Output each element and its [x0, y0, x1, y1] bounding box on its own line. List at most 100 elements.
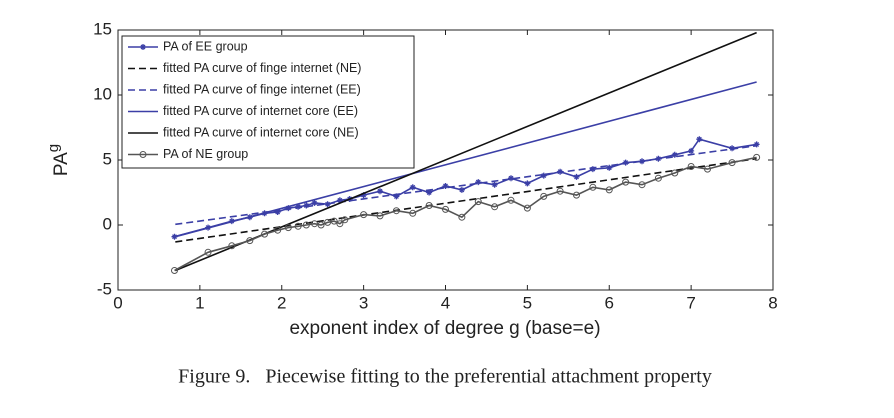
marker: [246, 237, 254, 245]
marker: [442, 183, 449, 189]
x-axis-label: exponent index of degree g (base=e): [289, 318, 600, 339]
x-tick-label: 1: [195, 293, 204, 312]
marker: [341, 216, 349, 224]
marker: [687, 163, 695, 170]
legend-label: fitted PA curve of internet core (EE): [163, 104, 358, 118]
marker: [376, 212, 384, 220]
marker: [324, 218, 332, 226]
marker: [360, 192, 367, 199]
marker: [753, 141, 760, 148]
marker: [622, 178, 630, 186]
marker: [204, 248, 212, 256]
y-tick-label: 10: [93, 84, 112, 103]
x-tick-label: 7: [686, 293, 695, 312]
marker: [285, 205, 292, 212]
marker: [704, 165, 711, 173]
marker: [491, 181, 498, 188]
x-tick-label: 3: [359, 293, 368, 312]
marker: [589, 183, 597, 191]
y-tick-label: -5: [97, 279, 112, 298]
marker: [261, 230, 269, 238]
marker: [671, 169, 679, 177]
marker: [688, 147, 695, 154]
marker: [295, 203, 302, 210]
series-line: [175, 31, 757, 272]
marker: [336, 197, 343, 204]
y-tick-label: 15: [93, 19, 112, 38]
legend-label: PA of NE group: [163, 147, 248, 161]
x-tick-label: 6: [605, 293, 614, 312]
x-tick-label: 2: [277, 293, 286, 312]
marker: [360, 211, 368, 219]
marker: [589, 166, 596, 173]
marker: [458, 213, 466, 221]
legend-label: PA of EE group: [163, 39, 248, 53]
marker: [336, 220, 344, 228]
marker: [317, 221, 325, 229]
marker: [324, 201, 331, 208]
marker: [573, 173, 580, 180]
legend-label: fitted PA curve of finge internet (NE): [163, 61, 361, 75]
marker: [491, 203, 499, 211]
marker: [294, 222, 302, 230]
marker: [409, 184, 416, 191]
marker: [606, 164, 613, 171]
series-line: [175, 81, 757, 238]
series-line: [175, 157, 757, 243]
marker: [696, 136, 703, 143]
x-tick-label: 8: [768, 293, 777, 312]
marker: [638, 181, 646, 189]
marker: [556, 187, 564, 195]
marker: [753, 153, 761, 161]
marker: [622, 159, 629, 166]
marker: [140, 44, 146, 50]
marker: [524, 180, 531, 187]
marker: [311, 220, 318, 228]
marker: [442, 205, 449, 213]
x-tick-label: 5: [523, 293, 532, 312]
x-tick-label: 4: [441, 293, 450, 312]
series-line: [175, 144, 757, 226]
marker: [392, 207, 400, 215]
y-axis-label: PAg: [45, 144, 72, 176]
x-tick-label: 0: [113, 293, 122, 312]
marker: [409, 209, 417, 217]
y-label-main: PA: [51, 152, 72, 176]
marker: [728, 159, 736, 167]
marker: [508, 175, 514, 182]
marker: [540, 172, 547, 179]
y-tick-label: 5: [103, 149, 112, 168]
marker: [393, 193, 400, 200]
marker: [302, 221, 310, 229]
marker: [228, 242, 236, 250]
marker: [426, 189, 433, 196]
marker: [171, 233, 178, 240]
marker: [458, 186, 465, 193]
marker: [540, 192, 548, 200]
marker: [474, 198, 482, 206]
legend-label: fitted PA curve of internet core (NE): [163, 125, 359, 139]
figure-caption: Figure 9. Piecewise fitting to the prefe…: [178, 366, 712, 388]
marker: [573, 191, 580, 199]
marker: [475, 179, 482, 186]
marker: [639, 158, 645, 165]
marker: [170, 267, 178, 274]
marker: [377, 188, 383, 195]
marker: [425, 202, 433, 209]
y-label-sub: g: [45, 144, 62, 152]
marker: [311, 199, 318, 206]
marker: [330, 217, 338, 225]
legend-box: [121, 35, 415, 169]
marker: [507, 196, 515, 204]
marker: [654, 174, 662, 182]
marker: [671, 151, 678, 158]
marker: [605, 186, 613, 194]
marker: [523, 204, 531, 212]
marker: [284, 224, 292, 232]
marker: [303, 202, 310, 209]
y-tick-label: 0: [103, 214, 112, 233]
legend-label: fitted PA curve of finge internet (EE): [163, 82, 361, 96]
marker: [274, 226, 282, 234]
marker: [139, 151, 147, 158]
